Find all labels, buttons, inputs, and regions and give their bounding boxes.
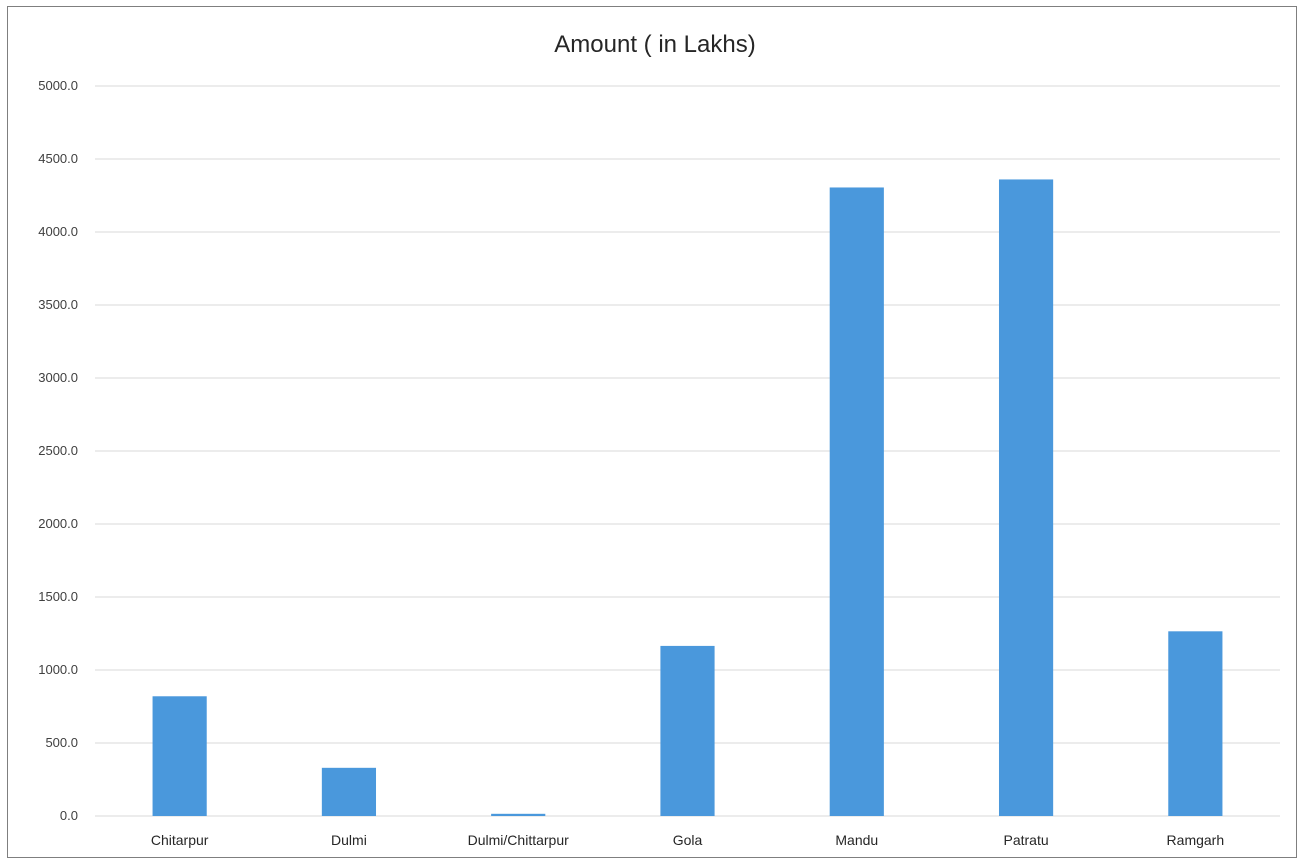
- y-tick-label: 5000.0: [38, 78, 78, 93]
- bar-gola: [660, 645, 715, 816]
- bar-ramgarh: [1168, 631, 1223, 816]
- y-tick-label: 4500.0: [38, 151, 78, 166]
- x-category-label: Dulmi: [331, 832, 367, 848]
- y-tick-label: 3000.0: [38, 370, 78, 385]
- x-category-label: Dulmi/Chittarpur: [468, 832, 569, 848]
- chart-title: Amount ( in Lakhs): [554, 31, 755, 58]
- x-category-label: Chitarpur: [151, 832, 209, 848]
- y-tick-label: 1000.0: [38, 662, 78, 677]
- y-tick-label: 2000.0: [38, 516, 78, 531]
- y-tick-label: 1500.0: [38, 589, 78, 604]
- x-category-label: Patratu: [1004, 832, 1049, 848]
- y-tick-label: 3500.0: [38, 297, 78, 312]
- y-tick-label: 500.0: [45, 735, 78, 750]
- y-tick-label: 2500.0: [38, 443, 78, 458]
- y-tick-label: 4000.0: [38, 224, 78, 239]
- y-tick-label: 0.0: [60, 808, 78, 823]
- x-category-label: Mandu: [835, 832, 878, 848]
- gridlines: [95, 85, 1280, 817]
- bars: [152, 179, 1223, 817]
- bar-dulmi-chittarpur: [491, 813, 546, 816]
- y-axis-tick-labels: 0.0 500.0 1000.0 1500.0 2000.0 2500.0 3000.0 35…: [38, 78, 78, 823]
- bar-chitarpur: [152, 696, 207, 816]
- x-category-label: Ramgarh: [1167, 832, 1225, 848]
- x-category-label: Gola: [673, 832, 703, 848]
- x-axis-category-labels: Chitarpur Dulmi Dulmi/Chittarpur Gola Mandu P…: [151, 832, 1224, 848]
- bar-dulmi: [321, 767, 377, 816]
- chart-frame: [7, 6, 1297, 858]
- bar-patratu: [998, 179, 1054, 816]
- bar-mandu: [829, 187, 884, 817]
